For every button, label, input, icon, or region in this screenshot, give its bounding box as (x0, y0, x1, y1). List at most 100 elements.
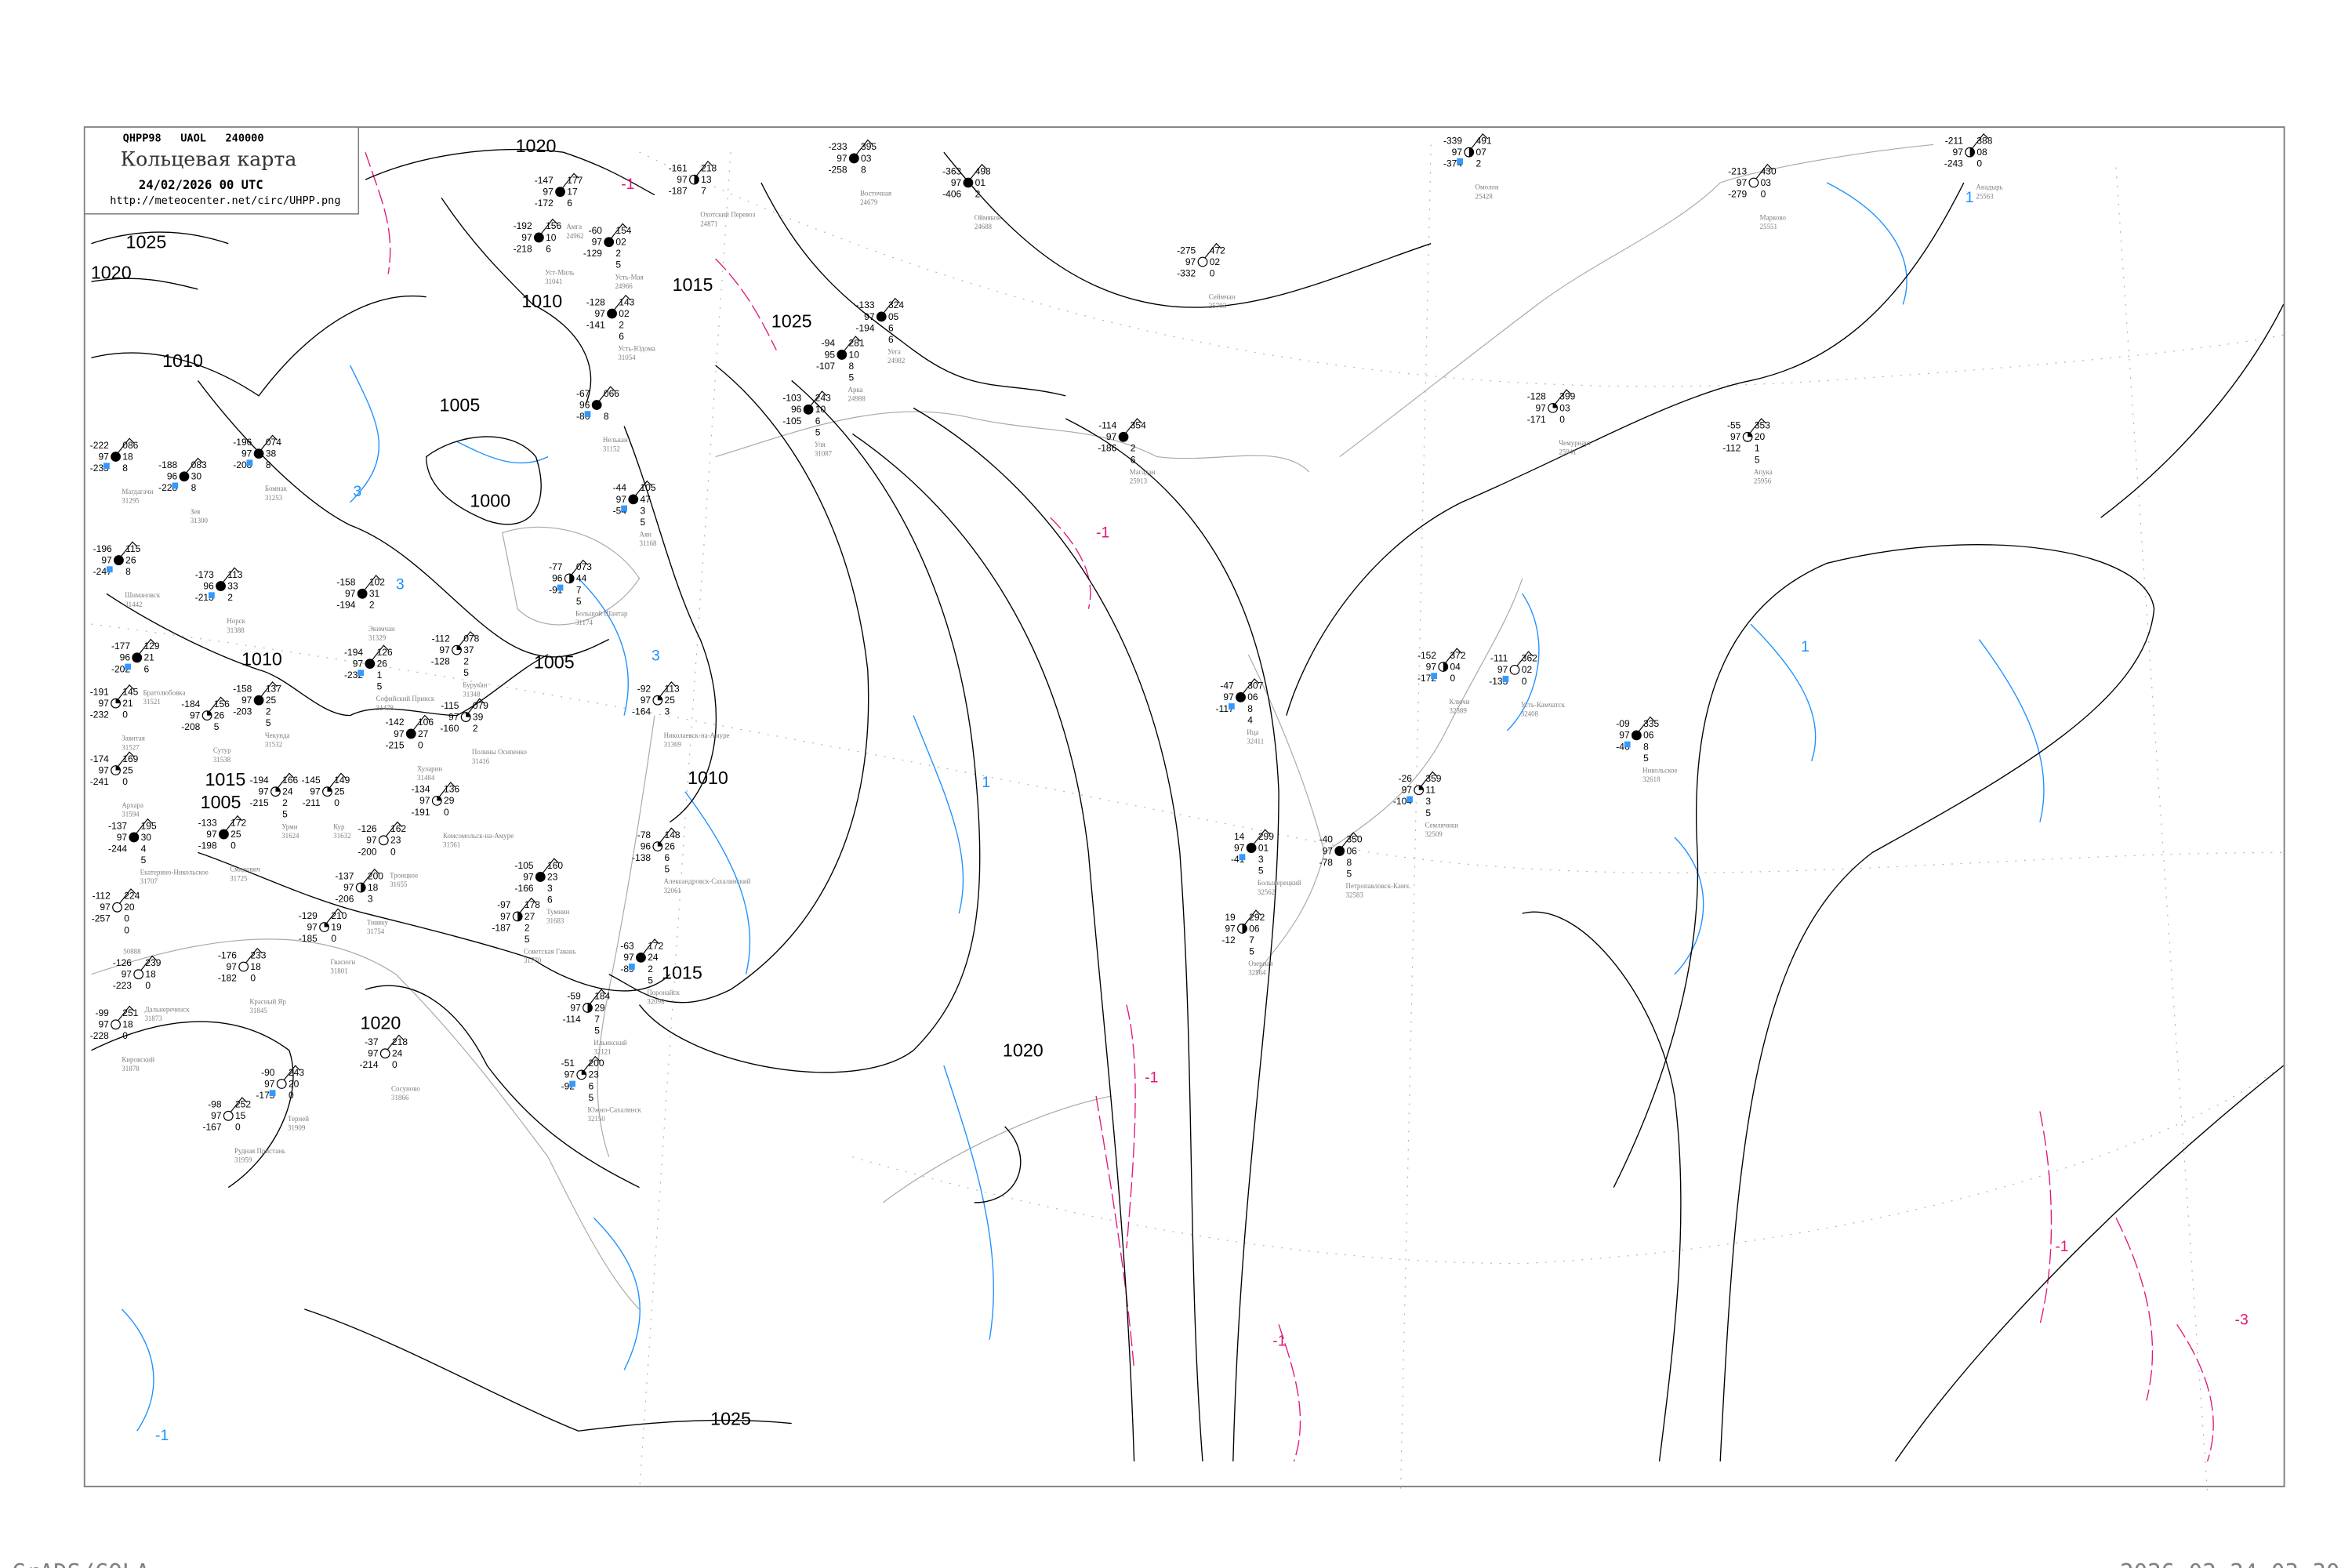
station-pressure: 073 (576, 561, 592, 572)
station-visibility: 97 (98, 698, 109, 709)
station-index: 24988 (848, 395, 866, 403)
station-cloud-low: 0 (392, 1059, 397, 1070)
footer-software: GrADS/COLA (13, 1559, 150, 1568)
station-temperature: -134 (411, 784, 430, 795)
snow-cover-icon (628, 964, 635, 970)
isotherm-label: 1 (1801, 638, 1809, 655)
station-name: Кур (333, 822, 345, 830)
station-pressure: 149 (334, 775, 350, 786)
station-visibility: 97 (345, 588, 356, 599)
station-temperature: -97 (497, 899, 511, 910)
wind-barb-icon (458, 630, 476, 647)
wind-barb-icon (855, 139, 873, 155)
station-temperature: -99 (95, 1007, 109, 1018)
station-visibility: 95 (825, 349, 836, 360)
station-temperature: -26 (1399, 773, 1413, 784)
coastlines (91, 143, 1934, 1310)
station-cloud-height: 6 (1131, 454, 1136, 465)
station-visibility: 97 (241, 448, 252, 459)
wind-barb-icon (695, 160, 713, 176)
station-temperature: -211 (1945, 135, 1963, 146)
station-pressure: 195 (141, 820, 157, 831)
wind-barb-icon (1972, 132, 1989, 149)
station-temperature: -133 (855, 299, 874, 310)
station-pressure: 184 (594, 991, 610, 1002)
station-dewpoint: -243 (1944, 158, 1963, 169)
station-pressure-tendency: 02 (1210, 256, 1221, 267)
station-dewpoint: -182 (218, 972, 237, 983)
wind-barb-icon (118, 751, 135, 768)
station-index: 31416 (472, 757, 490, 765)
cloud-cover-icon (129, 832, 140, 843)
station-visibility: 96 (552, 573, 563, 584)
station-pressure: 218 (701, 162, 717, 173)
station-cloud-low: 7 (594, 1014, 600, 1025)
